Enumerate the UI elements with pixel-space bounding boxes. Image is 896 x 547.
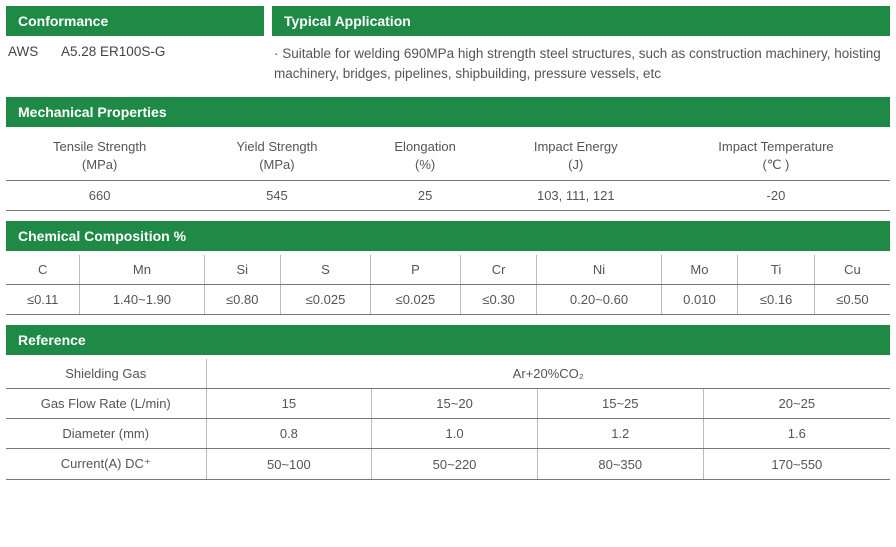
chemical-section: Chemical Composition % C Mn Si S P Cr Ni… — [6, 221, 890, 315]
col-header: S — [281, 255, 371, 285]
top-row: Conformance AWS A5.28 ER100S-G Typical A… — [6, 6, 890, 87]
conformance-body: AWS A5.28 ER100S-G — [6, 40, 264, 63]
cell: 0.010 — [661, 285, 738, 315]
cell: 103, 111, 121 — [490, 181, 661, 211]
cell: 15~20 — [372, 389, 538, 419]
row-label: Shielding Gas — [6, 359, 206, 389]
reference-header: Reference — [6, 325, 890, 355]
cell: ≤0.16 — [738, 285, 815, 315]
chemical-header: Chemical Composition % — [6, 221, 890, 251]
table-row: 660 545 25 103, 111, 121 -20 — [6, 181, 890, 211]
table-row: C Mn Si S P Cr Ni Mo Ti Cu — [6, 255, 890, 285]
application-block: Typical Application · Suitable for weldi… — [272, 6, 890, 87]
cell: 1.6 — [703, 419, 890, 449]
cell: ≤0.025 — [370, 285, 460, 315]
conformance-standard-label: AWS — [8, 44, 58, 59]
table-row: ≤0.11 1.40~1.90 ≤0.80 ≤0.025 ≤0.025 ≤0.3… — [6, 285, 890, 315]
cell: 25 — [360, 181, 490, 211]
cell: ≤0.11 — [6, 285, 80, 315]
cell: 50~220 — [372, 449, 538, 480]
col-header: Ni — [537, 255, 661, 285]
cell: 80~350 — [537, 449, 703, 480]
cell: 660 — [6, 181, 194, 211]
conformance-header: Conformance — [6, 6, 264, 36]
col-header: Tensile Strength(MPa) — [6, 131, 194, 181]
table-row: Shielding Gas Ar+20%CO₂ — [6, 359, 890, 389]
row-label: Gas Flow Rate (L/min) — [6, 389, 206, 419]
cell: 1.40~1.90 — [80, 285, 204, 315]
col-header: Impact Temperature(℃ ) — [661, 131, 890, 181]
col-header: Yield Strength(MPa) — [194, 131, 360, 181]
mechanical-table: Tensile Strength(MPa) Yield Strength(MPa… — [6, 131, 890, 211]
cell: 20~25 — [703, 389, 890, 419]
conformance-standard-value: A5.28 ER100S-G — [61, 44, 165, 59]
cell: 1.0 — [372, 419, 538, 449]
col-header: Mo — [661, 255, 738, 285]
mechanical-header: Mechanical Properties — [6, 97, 890, 127]
reference-section: Reference Shielding Gas Ar+20%CO₂ Gas Fl… — [6, 325, 890, 480]
chemical-table: C Mn Si S P Cr Ni Mo Ti Cu ≤0.11 1.40~1.… — [6, 255, 890, 315]
table-row: Tensile Strength(MPa) Yield Strength(MPa… — [6, 131, 890, 181]
col-header: P — [370, 255, 460, 285]
mechanical-section: Mechanical Properties Tensile Strength(M… — [6, 97, 890, 211]
table-row: Current(A) DC⁺ 50~100 50~220 80~350 170~… — [6, 449, 890, 480]
conformance-block: Conformance AWS A5.28 ER100S-G — [6, 6, 264, 87]
table-row: Diameter (mm) 0.8 1.0 1.2 1.6 — [6, 419, 890, 449]
cell: ≤0.30 — [460, 285, 537, 315]
col-header: Mn — [80, 255, 204, 285]
col-header: Impact Energy(J) — [490, 131, 661, 181]
cell: 545 — [194, 181, 360, 211]
col-header: Cu — [814, 255, 890, 285]
row-label: Diameter (mm) — [6, 419, 206, 449]
cell: -20 — [661, 181, 890, 211]
cell: ≤0.025 — [281, 285, 371, 315]
col-header: Elongation(%) — [360, 131, 490, 181]
col-header: Ti — [738, 255, 815, 285]
cell: 0.20~0.60 — [537, 285, 661, 315]
col-header: C — [6, 255, 80, 285]
cell: 170~550 — [703, 449, 890, 480]
cell: ≤0.80 — [204, 285, 281, 315]
reference-table: Shielding Gas Ar+20%CO₂ Gas Flow Rate (L… — [6, 359, 890, 480]
cell: 50~100 — [206, 449, 372, 480]
cell: 15 — [206, 389, 372, 419]
application-header: Typical Application — [272, 6, 890, 36]
cell: 1.2 — [537, 419, 703, 449]
cell: 15~25 — [537, 389, 703, 419]
col-header: Si — [204, 255, 281, 285]
cell: Ar+20%CO₂ — [206, 359, 890, 389]
application-text: · Suitable for welding 690MPa high stren… — [272, 40, 890, 87]
col-header: Cr — [460, 255, 537, 285]
cell: ≤0.50 — [814, 285, 890, 315]
row-label: Current(A) DC⁺ — [6, 449, 206, 480]
cell: 0.8 — [206, 419, 372, 449]
table-row: Gas Flow Rate (L/min) 15 15~20 15~25 20~… — [6, 389, 890, 419]
